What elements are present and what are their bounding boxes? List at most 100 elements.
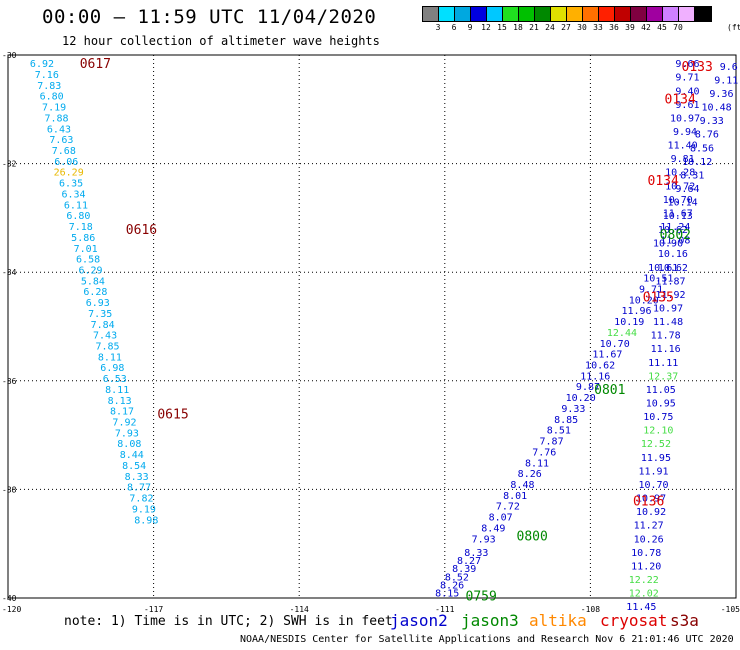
wave-height-label: 10.62	[658, 225, 688, 236]
wave-height-label: 11.11	[648, 358, 678, 369]
wave-height-label: 8.52	[445, 572, 469, 583]
wave-height-label: 8.27	[457, 556, 481, 567]
y-tick-label: -32	[2, 160, 17, 169]
wave-height-label: 8.49	[481, 523, 505, 534]
wave-height-label: 9.36	[709, 89, 733, 100]
wave-height-label: 11.20	[631, 561, 661, 572]
wave-height-label: 8.26	[518, 469, 542, 480]
wave-height-label: 11.92	[655, 290, 685, 301]
wave-height-label: 9.6	[720, 62, 738, 73]
wave-height-label: 6.58	[76, 255, 100, 266]
wave-height-label: 6.80	[66, 211, 90, 222]
colorbar-cell	[647, 7, 663, 21]
wave-height-label: 10.92	[636, 507, 666, 518]
colorbar-cell	[535, 7, 551, 21]
wave-height-label: 10.20	[629, 295, 659, 306]
wave-height-label: 7.18	[69, 222, 93, 233]
colorbar-tick-label: 30	[577, 23, 587, 32]
wave-height-label: 8.76	[695, 130, 719, 141]
wave-height-label: 11.67	[663, 208, 693, 219]
y-tick-label: -34	[2, 268, 17, 277]
wave-height-label: 9.81	[671, 154, 695, 165]
wave-height-label: 6.29	[78, 265, 102, 276]
wave-height-label: 10.72	[665, 181, 695, 192]
wave-height-label: 10.26	[634, 534, 664, 545]
wave-height-label: 9.33	[700, 116, 724, 127]
wave-height-label: 6.93	[86, 298, 110, 309]
wave-height-label: 9.87	[576, 382, 600, 393]
wave-height-label: 10.51	[643, 274, 673, 285]
wave-height-label: 8.51	[547, 426, 571, 437]
wave-height-label: 10.19	[614, 317, 644, 328]
wave-height-label: 8.39	[452, 564, 476, 575]
wave-height-label: 11.16	[580, 371, 610, 382]
pass-time-label: 0616	[126, 223, 157, 238]
pass-time-label: 0136	[633, 494, 664, 509]
x-tick-label: -120	[2, 605, 21, 614]
colorbar-cell	[455, 7, 471, 21]
wave-height-label: 8.08	[117, 439, 141, 450]
plot-frame	[7, 54, 737, 599]
wave-height-label: 11.91	[638, 466, 668, 477]
colorbar-unit: (ft)	[727, 23, 740, 32]
colorbar-cell	[487, 7, 503, 21]
pass-time-label: 0801	[594, 383, 625, 398]
colorbar-tick-label: 45	[657, 23, 667, 32]
wave-height-label: 9.94	[673, 127, 697, 138]
credit-line: NOAA/NESDIS Center for Satellite Applica…	[240, 634, 734, 645]
wave-height-label: 10.97	[653, 303, 683, 314]
wave-height-label: 10.90	[653, 238, 683, 249]
wave-height-label: 12.52	[641, 439, 671, 450]
wave-height-label: 5.84	[81, 276, 105, 287]
wave-height-label: 11.24	[660, 222, 690, 233]
legend-item-s3a: s3a	[670, 611, 699, 630]
y-tick-label: -40	[2, 594, 17, 603]
legend-item-jason3: jason3	[461, 611, 519, 630]
colorbar-cell	[471, 7, 487, 21]
colorbar-cell	[423, 7, 439, 21]
wave-height-label: 9.71	[675, 73, 699, 84]
wave-height-label: 8.31	[680, 170, 704, 181]
wave-height-label: 7.93	[115, 428, 139, 439]
wave-height-label: 6.34	[61, 189, 85, 200]
pass-time-label: 0759	[466, 589, 497, 604]
colorbar-cell	[551, 7, 567, 21]
wave-height-label: 8.07	[489, 513, 513, 524]
wave-height-label: 6.35	[59, 179, 83, 190]
wave-height-label: 7.43	[93, 331, 117, 342]
pass-time-label: 0133	[682, 60, 713, 75]
pass-time-label: 0802	[660, 228, 691, 243]
pass-time-label: 0617	[80, 57, 111, 72]
wave-height-label: 6.11	[64, 200, 88, 211]
footnote: note: 1) Time is in UTC; 2) SWH is in fe…	[64, 614, 393, 629]
wave-height-label: 12.37	[648, 371, 678, 382]
wave-height-label: 8.01	[503, 491, 527, 502]
wave-height-label: 11.78	[651, 331, 681, 342]
wave-height-label: 8.11	[105, 385, 129, 396]
pass-time-label: 0135	[643, 291, 674, 306]
colorbar-cell	[695, 7, 711, 21]
wave-height-label: 7.68	[52, 146, 76, 157]
wave-height-label: 10.70	[663, 195, 693, 206]
wave-height-label: 10.75	[643, 412, 673, 423]
wave-height-label: 10.97	[636, 494, 666, 505]
wave-height-label: 8.54	[122, 461, 146, 472]
wave-height-label: 7.88	[44, 113, 68, 124]
wave-height-label: 12.10	[643, 426, 673, 437]
wave-height-label: 7.84	[91, 320, 115, 331]
wave-height-label: 10.62	[658, 263, 688, 274]
colorbar-cell	[599, 7, 615, 21]
colorbar-cell	[503, 7, 519, 21]
wave-height-label: 9.64	[675, 184, 699, 195]
colorbar-tick-label: 24	[545, 23, 555, 32]
wave-height-label: 6.28	[83, 287, 107, 298]
wave-height-label: 5.86	[71, 233, 95, 244]
chart-title: 00:00 – 11:59 UTC 11/04/2020	[42, 6, 377, 28]
wave-height-label: 7.01	[74, 244, 98, 255]
wave-height-label: 10.78	[631, 548, 661, 559]
wave-height-label: 10.20	[566, 393, 596, 404]
wave-height-label: 10.61	[648, 263, 678, 274]
wave-height-label: 11.16	[651, 344, 681, 355]
